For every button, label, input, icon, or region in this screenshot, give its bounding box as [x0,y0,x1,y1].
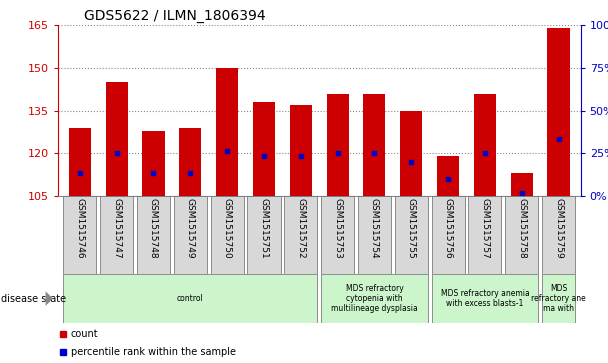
Bar [432,274,538,323]
Bar [137,196,170,274]
Bar [247,196,280,274]
Text: GSM1515749: GSM1515749 [186,198,195,259]
Text: count: count [71,329,98,339]
Bar [253,102,275,196]
Bar [321,196,354,274]
Text: MDS refractory
cytopenia with
multilineage dysplasia: MDS refractory cytopenia with multilinea… [331,284,418,314]
Bar [63,196,97,274]
Text: GSM1515751: GSM1515751 [260,198,269,259]
Text: MDS
refractory ane
ma with: MDS refractory ane ma with [531,284,586,314]
Text: GSM1515757: GSM1515757 [480,198,489,259]
Bar [468,196,502,274]
Bar [210,196,244,274]
Text: GSM1515747: GSM1515747 [112,198,121,259]
Text: GSM1515759: GSM1515759 [554,198,563,259]
Text: GSM1515746: GSM1515746 [75,198,85,259]
Bar [400,111,423,196]
Bar [547,28,570,196]
Bar [216,68,238,196]
Bar [432,196,465,274]
Text: GSM1515756: GSM1515756 [444,198,452,259]
Text: GDS5622 / ILMN_1806394: GDS5622 / ILMN_1806394 [84,9,266,23]
Text: GSM1515750: GSM1515750 [223,198,232,259]
Text: GSM1515755: GSM1515755 [407,198,416,259]
Text: disease state: disease state [1,294,66,303]
Bar [179,128,201,196]
Bar [106,82,128,196]
Text: percentile rank within the sample: percentile rank within the sample [71,347,236,357]
Bar [284,196,317,274]
Bar [395,196,428,274]
Bar [142,131,165,196]
Bar [542,196,575,274]
Bar [100,196,133,274]
Text: GSM1515758: GSM1515758 [517,198,526,259]
Bar [474,94,496,196]
Bar [290,105,312,196]
Text: MDS refractory anemia
with excess blasts-1: MDS refractory anemia with excess blasts… [441,289,530,308]
Text: GSM1515753: GSM1515753 [333,198,342,259]
Bar [437,156,459,196]
Bar [505,196,538,274]
Text: control: control [177,294,204,303]
Bar [511,173,533,196]
Bar [63,274,317,323]
Bar [326,94,348,196]
Bar [174,196,207,274]
Bar [69,128,91,196]
Bar [358,196,391,274]
Text: GSM1515752: GSM1515752 [296,198,305,259]
Bar [364,94,385,196]
Bar [321,274,428,323]
Text: GSM1515748: GSM1515748 [149,198,158,259]
Text: GSM1515754: GSM1515754 [370,198,379,259]
Bar [542,274,575,323]
